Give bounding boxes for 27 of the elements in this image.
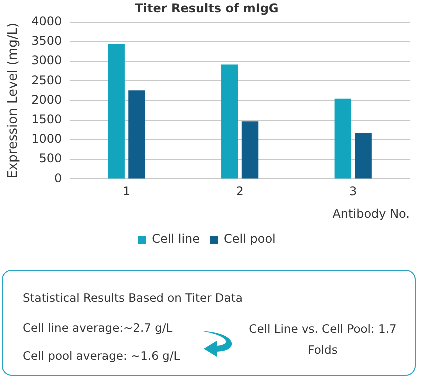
y-tick-label: 3500 — [32, 34, 62, 48]
x-tick-label: 2 — [236, 184, 244, 199]
text: Statistical Results Based on Titer Data — [23, 291, 243, 305]
bar — [355, 133, 372, 179]
y-tick-label: 4000 — [32, 14, 62, 29]
y-tick-label: 2500 — [32, 73, 62, 88]
x-tick-label: 3 — [350, 184, 358, 199]
y-axis-title: Expression Level (mg/L) — [6, 22, 22, 179]
chart-title: Titer Results of mIgG — [135, 1, 279, 16]
y-tick-label: 2000 — [32, 92, 62, 107]
text: Cell pool average: ~1.6 g/L — [23, 349, 180, 363]
bar — [242, 122, 259, 179]
bar — [108, 44, 125, 179]
bar — [334, 98, 352, 179]
text: Cell line average:~2.7 g/L — [23, 321, 173, 335]
legend-label: Cell pool — [224, 232, 276, 246]
y-tick-label: 1000 — [32, 132, 62, 146]
y-tick-label: 0 — [54, 171, 62, 186]
legend-label: Cell line — [152, 232, 200, 246]
y-tick-label: 1500 — [32, 112, 62, 127]
y-tick-label: 500 — [39, 152, 62, 166]
bar — [222, 64, 238, 179]
bar — [128, 90, 146, 179]
y-tick-label: 3000 — [32, 54, 62, 68]
text: Cell Line vs. Cell Pool: 1.7 Folds — [248, 321, 398, 359]
x-tick-label: 1 — [122, 184, 131, 199]
x-axis-title: Antibody No. — [332, 206, 410, 221]
